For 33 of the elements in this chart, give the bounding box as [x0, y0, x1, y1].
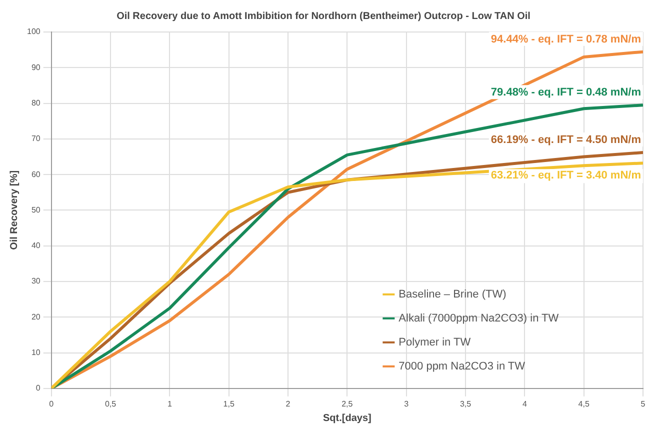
annotation: 94.44% - eq. IFT = 0.78 mN/m: [490, 33, 642, 46]
annotation: 79.48% - eq. IFT = 0.48 mN/m: [490, 86, 642, 99]
y-tick-label: 100: [26, 27, 41, 36]
y-tick-label: 90: [31, 62, 41, 72]
x-tick-label: 5: [640, 399, 646, 408]
x-tick-label: 2,5: [342, 399, 354, 408]
x-tick-label: 4: [522, 399, 528, 408]
y-tick-label: 10: [31, 348, 41, 357]
chart-title: Oil Recovery due to Amott Imbibition for Nordhorn (Bentheimer) Outcrop - Low TAN Oil: [116, 10, 531, 22]
y-tick-label: 40: [31, 241, 41, 250]
x-axis-title: Sqt.[days]: [323, 412, 372, 424]
x-tick-label: 2: [286, 399, 291, 408]
x-tick-label: 3: [404, 399, 410, 408]
y-tick-label: 30: [31, 276, 41, 286]
y-tick-label: 0: [36, 384, 41, 393]
y-axis-title: Oil Recovery [%]: [8, 170, 20, 250]
y-tick-label: 50: [31, 205, 41, 214]
y-tick-label: 70: [31, 134, 41, 144]
x-tick-label: 0,5: [104, 399, 117, 408]
y-tick-label: 60: [31, 170, 41, 179]
x-tick-label: 1,5: [223, 399, 235, 408]
legend-label: Alkali (7000ppm Na2CO3) in TW: [398, 312, 560, 324]
y-tick-label: 80: [31, 98, 41, 108]
x-tick-label: 0: [49, 399, 54, 408]
annotation: 66.19% - eq. IFT = 4.50 mN/m: [490, 134, 642, 146]
x-tick-label: 3,5: [460, 399, 472, 408]
x-tick-label: 4,5: [578, 399, 590, 408]
y-tick-label: 20: [31, 312, 41, 322]
legend-label: Baseline – Brine (TW): [398, 288, 506, 300]
legend-label: 7000 ppm Na2CO3 in TW: [398, 360, 526, 372]
annotation: 63.21% - eq. IFT = 3.40 mN/m: [490, 170, 642, 182]
x-tick-label: 1: [167, 399, 172, 408]
legend-label: Polymer in TW: [398, 336, 472, 348]
